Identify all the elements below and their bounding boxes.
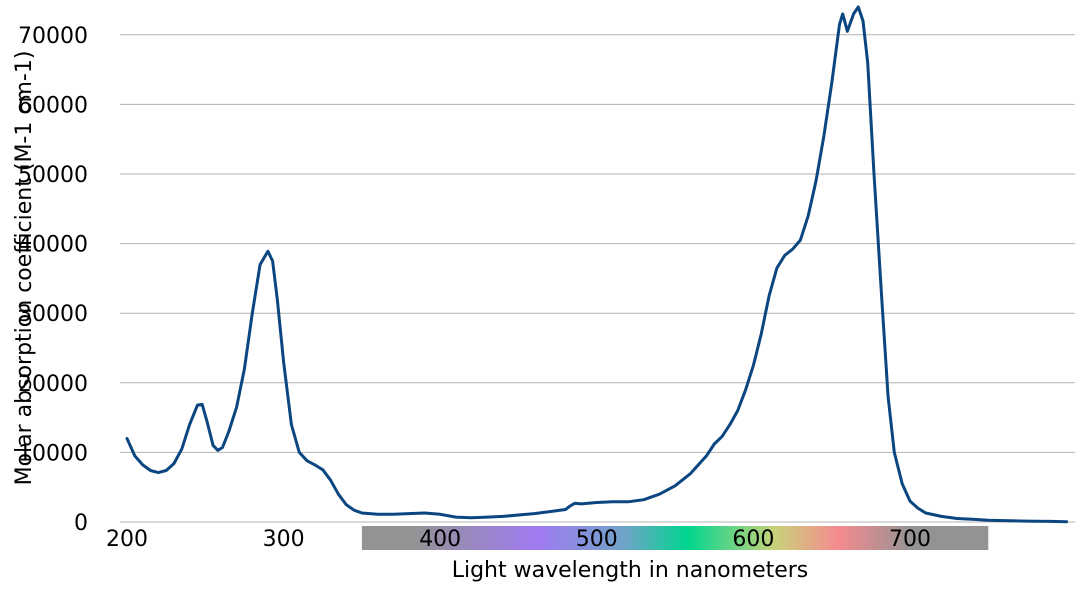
y-tick-label: 30000	[18, 302, 88, 327]
y-axis-title: Molar absorption coefficient (M-1 cm-1)	[12, 51, 37, 486]
x-tick-label: 600	[732, 527, 774, 552]
y-tick-label: 10000	[18, 441, 88, 466]
x-tick-label: 700	[889, 527, 931, 552]
x-axis-ticks: 200 300 400 500 600 700	[106, 527, 931, 552]
x-tick-label: 400	[419, 527, 461, 552]
y-tick-label: 70000	[18, 24, 88, 49]
visible-spectrum-band	[361, 526, 989, 550]
x-tick-label: 500	[576, 527, 618, 552]
y-axis-ticks: 0 10000 20000 30000 40000 50000 60000 70000	[18, 24, 88, 536]
y-tick-label: 0	[74, 511, 88, 536]
y-tick-label: 20000	[18, 372, 88, 397]
y-tick-label: 50000	[18, 163, 88, 188]
y-tick-label: 60000	[18, 93, 88, 118]
x-axis-title: Light wavelength in nanometers	[452, 558, 809, 583]
absorption-spectrum-line	[125, 5, 1069, 524]
y-tick-label: 40000	[18, 233, 88, 258]
x-tick-label: 200	[106, 527, 148, 552]
grid-lines	[120, 34, 1075, 523]
x-tick-label: 300	[263, 527, 305, 552]
